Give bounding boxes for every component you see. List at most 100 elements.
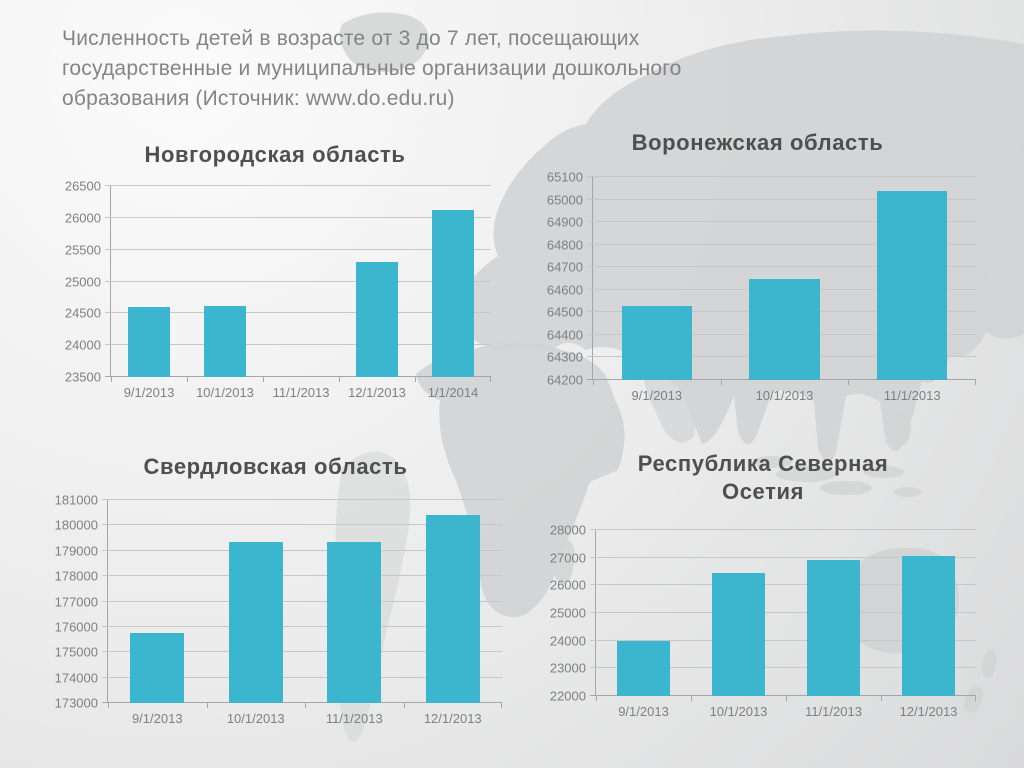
gridline bbox=[590, 529, 976, 530]
x-axis-tick-label: 10/1/2013 bbox=[226, 711, 285, 726]
gridline bbox=[102, 524, 502, 526]
y-axis-tick-label: 64300 bbox=[546, 349, 583, 365]
x-axis-tick-label: 11/1/2013 bbox=[272, 385, 330, 400]
gridline bbox=[105, 216, 491, 218]
y-axis-tick-label: 64600 bbox=[546, 282, 583, 298]
bar-11/1/2013 bbox=[807, 560, 860, 696]
gridline bbox=[102, 625, 502, 627]
bar-10/1/2013 bbox=[749, 278, 820, 380]
slide-title: Численность детей в возрасте от 3 до 7 л… bbox=[62, 27, 682, 110]
y-axis-tick-label: 26000 bbox=[64, 210, 101, 226]
gridline bbox=[105, 185, 491, 186]
plot-area-north-ossetia: 22000 23000 24000 25000 26000 27000 28000 9/1/2… bbox=[550, 523, 976, 719]
bar-1/1/2014 bbox=[432, 209, 474, 377]
gridline bbox=[587, 221, 976, 223]
x-axis-tick-mark bbox=[108, 703, 109, 708]
gridline bbox=[102, 676, 502, 678]
bar-10/1/2013 bbox=[204, 305, 246, 377]
bar-12/1/2013 bbox=[425, 515, 480, 703]
gridline bbox=[102, 702, 502, 703]
x-axis-tick-mark bbox=[975, 380, 976, 385]
y-axis-tick-label: 23000 bbox=[549, 660, 586, 676]
y-axis-tick-label: 26000 bbox=[549, 577, 586, 593]
y-axis-tick-label: 25000 bbox=[64, 274, 101, 289]
gridline bbox=[102, 549, 502, 551]
x-axis-tick-mark bbox=[305, 703, 306, 708]
bar-11/1/2013 bbox=[877, 190, 948, 380]
gridline bbox=[102, 499, 502, 500]
bar-11/1/2013 bbox=[327, 541, 382, 703]
x-axis-tick-mark bbox=[263, 377, 264, 382]
chart-title-novgorod: Новгородская область bbox=[144, 142, 406, 167]
y-axis-tick-label: 178000 bbox=[54, 568, 98, 584]
chart-title-north-ossetia: Республика Северная Осетия bbox=[637, 451, 889, 504]
chart-title-sverdlovsk: Свердловская область bbox=[143, 454, 408, 479]
bar-9/1/2013 bbox=[621, 305, 692, 380]
x-axis-tick-label: 9/1/2013 bbox=[123, 385, 175, 400]
x-axis-tick-mark bbox=[596, 696, 597, 701]
x-axis-tick-label: 9/1/2013 bbox=[131, 711, 183, 726]
y-axis-tick-label: 22000 bbox=[549, 688, 586, 704]
gridline bbox=[590, 695, 976, 696]
x-axis-tick-label: 12/1/2013 bbox=[899, 704, 958, 719]
y-axis-tick-label: 174000 bbox=[54, 670, 98, 686]
chart-title-voronezh: Воронежская область bbox=[631, 130, 884, 155]
y-axis-tick-label: 25500 bbox=[64, 242, 101, 258]
y-axis-tick-label: 64200 bbox=[546, 372, 583, 388]
gridline bbox=[590, 556, 976, 558]
bar-12/1/2013 bbox=[356, 262, 398, 377]
gridline bbox=[590, 639, 976, 641]
bar-12/1/2013 bbox=[902, 556, 955, 696]
x-axis-tick-mark bbox=[501, 703, 502, 708]
gridline bbox=[105, 280, 491, 282]
y-axis-tick-label: 181000 bbox=[54, 492, 98, 508]
gridline bbox=[105, 312, 491, 314]
gridline bbox=[587, 198, 976, 200]
y-axis-tick-label: 26500 bbox=[64, 178, 101, 194]
x-axis-tick-label: 11/1/2013 bbox=[883, 388, 941, 403]
gridline bbox=[102, 600, 502, 602]
x-axis-tick-mark bbox=[403, 703, 405, 708]
x-axis-tick-mark bbox=[111, 377, 112, 382]
gridline bbox=[587, 243, 976, 245]
y-axis-tick-label: 24000 bbox=[549, 633, 586, 649]
x-axis-tick-mark bbox=[187, 377, 188, 382]
gridline bbox=[590, 612, 976, 613]
x-axis-tick-mark bbox=[881, 696, 882, 701]
x-axis-tick-label: 11/1/2013 bbox=[805, 704, 862, 719]
y-axis-tick-label: 179000 bbox=[54, 543, 98, 559]
y-axis-tick-label: 27000 bbox=[549, 550, 586, 566]
x-axis-tick-mark bbox=[720, 380, 722, 385]
bar-9/1/2013 bbox=[128, 306, 170, 377]
bar-9/1/2013 bbox=[617, 640, 670, 696]
y-axis-tick-label: 64400 bbox=[546, 327, 583, 343]
x-axis-tick-label: 12/1/2013 bbox=[423, 711, 482, 726]
x-axis-tick-mark bbox=[691, 696, 692, 701]
y-axis-tick-label: 28000 bbox=[549, 522, 586, 538]
x-axis-tick-mark bbox=[490, 377, 491, 382]
x-axis-tick-mark bbox=[786, 696, 787, 701]
x-axis-tick-label: 12/1/2013 bbox=[348, 385, 406, 400]
x-axis-tick-label: 10/1/2013 bbox=[755, 388, 814, 403]
gridline bbox=[105, 344, 491, 346]
plot-area-sverdlovsk: 173000 174000 175000 176000 177000 178000 1790… bbox=[55, 493, 502, 726]
y-axis-tick-label: 24500 bbox=[64, 305, 101, 321]
plot-area-voronezh: 64200 64300 64400 64500 64600 64700 64800 64900… bbox=[547, 170, 976, 403]
y-axis-tick-label: 65000 bbox=[546, 192, 583, 208]
x-axis-tick-label: 9/1/2013 bbox=[631, 388, 683, 403]
bar-9/1/2013 bbox=[130, 633, 185, 703]
gridline bbox=[587, 176, 976, 177]
gridline bbox=[587, 266, 976, 268]
y-axis-tick-label: 64900 bbox=[546, 214, 583, 230]
gridline bbox=[590, 584, 976, 586]
x-axis-tick-label: 1/1/2014 bbox=[427, 385, 479, 400]
y-axis-tick-label: 24000 bbox=[64, 337, 101, 353]
y-axis-tick-label: 176000 bbox=[54, 619, 98, 635]
y-axis-tick-label: 23500 bbox=[64, 369, 101, 385]
x-axis-tick-mark bbox=[339, 377, 340, 382]
gridline bbox=[105, 376, 491, 377]
bar-10/1/2013 bbox=[712, 572, 765, 696]
x-axis-tick-label: 9/1/2013 bbox=[618, 704, 669, 719]
y-axis-tick-label: 64700 bbox=[546, 259, 583, 275]
